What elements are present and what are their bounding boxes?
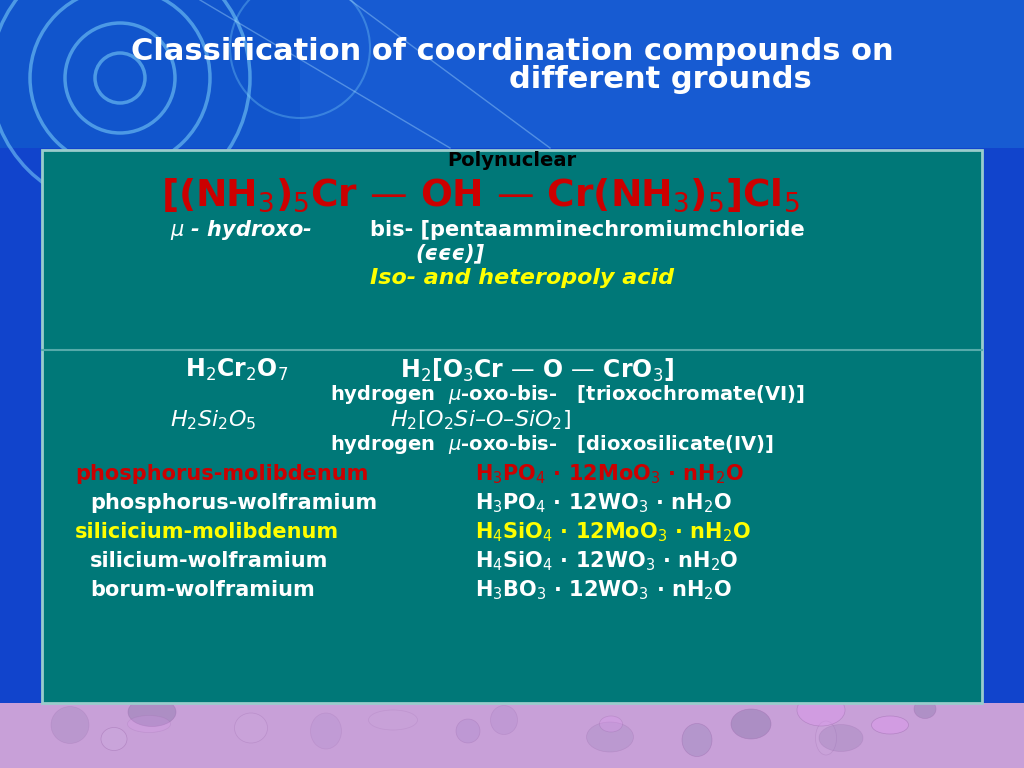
Text: $H_2[O_2Si$–$O$–$SiO_2]$: $H_2[O_2Si$–$O$–$SiO_2]$	[390, 409, 571, 432]
Ellipse shape	[369, 710, 418, 730]
Text: silicium-wolframium: silicium-wolframium	[90, 551, 329, 571]
Text: silicicium-molibdenum: silicicium-molibdenum	[75, 522, 339, 542]
Ellipse shape	[599, 716, 623, 732]
Text: $H_2Si_2O_5$: $H_2Si_2O_5$	[170, 409, 256, 432]
Text: phosphorus-wolframium: phosphorus-wolframium	[90, 493, 377, 513]
Text: H$_2$Cr$_2$O$_7$: H$_2$Cr$_2$O$_7$	[185, 357, 288, 383]
FancyBboxPatch shape	[0, 703, 1024, 768]
Text: hydrogen  $\mu$-oxo-bis-   [dioxosilicate(IV)]: hydrogen $\mu$-oxo-bis- [dioxosilicate(I…	[330, 433, 774, 456]
Ellipse shape	[682, 723, 712, 756]
Text: H$_4$SiO$_4$ · 12WO$_3$ · nH$_2$O: H$_4$SiO$_4$ · 12WO$_3$ · nH$_2$O	[475, 549, 738, 573]
Text: H$_4$SiO$_4$ · 12MoO$_3$ · nH$_2$O: H$_4$SiO$_4$ · 12MoO$_3$ · nH$_2$O	[475, 520, 751, 544]
Text: Classification of coordination compounds on: Classification of coordination compounds…	[131, 38, 893, 67]
Text: $\mu$ - hydroxo-: $\mu$ - hydroxo-	[170, 218, 312, 242]
Text: different grounds: different grounds	[509, 65, 811, 94]
Text: H$_2$[O$_3$Cr — O — CrO$_3$]: H$_2$[O$_3$Cr — O — CrO$_3$]	[400, 356, 674, 383]
Ellipse shape	[914, 700, 936, 719]
Ellipse shape	[587, 722, 634, 752]
Text: (ϵϵϵ)]: (ϵϵϵ)]	[415, 243, 484, 263]
Ellipse shape	[51, 707, 89, 743]
Ellipse shape	[128, 697, 176, 727]
FancyBboxPatch shape	[300, 0, 1024, 148]
Ellipse shape	[456, 719, 480, 743]
Ellipse shape	[310, 713, 341, 749]
Ellipse shape	[234, 713, 267, 743]
Ellipse shape	[731, 709, 771, 739]
Text: phosphorus-molibdenum: phosphorus-molibdenum	[75, 464, 369, 484]
Text: bis- [pentaamminechromiumchloride: bis- [pentaamminechromiumchloride	[370, 220, 805, 240]
Ellipse shape	[819, 724, 863, 752]
Ellipse shape	[871, 716, 908, 734]
Ellipse shape	[101, 727, 127, 750]
Text: hydrogen  $\mu$-oxo-bis-   [trioxochromate(VI)]: hydrogen $\mu$-oxo-bis- [trioxochromate(…	[330, 383, 805, 406]
Text: H$_3$PO$_4$ · 12WO$_3$ · nH$_2$O: H$_3$PO$_4$ · 12WO$_3$ · nH$_2$O	[475, 492, 732, 515]
Text: borum-wolframium: borum-wolframium	[90, 580, 314, 600]
FancyBboxPatch shape	[0, 0, 1024, 148]
Text: Polynuclear: Polynuclear	[447, 151, 577, 170]
Text: Iso- and heteropoly acid: Iso- and heteropoly acid	[370, 268, 674, 288]
Ellipse shape	[490, 706, 517, 734]
Ellipse shape	[797, 694, 845, 726]
Text: [(NH$_3$)$_5$Cr — OH — Cr(NH$_3$)$_5$]Cl$_5$: [(NH$_3$)$_5$Cr — OH — Cr(NH$_3$)$_5$]Cl…	[161, 176, 800, 214]
Ellipse shape	[815, 721, 837, 755]
Ellipse shape	[128, 716, 171, 733]
FancyBboxPatch shape	[42, 150, 982, 703]
Text: H$_3$PO$_4$ · 12MoO$_3$ · nH$_2$O: H$_3$PO$_4$ · 12MoO$_3$ · nH$_2$O	[475, 462, 743, 486]
Text: H$_3$BO$_3$ · 12WO$_3$ · nH$_2$O: H$_3$BO$_3$ · 12WO$_3$ · nH$_2$O	[475, 578, 732, 602]
